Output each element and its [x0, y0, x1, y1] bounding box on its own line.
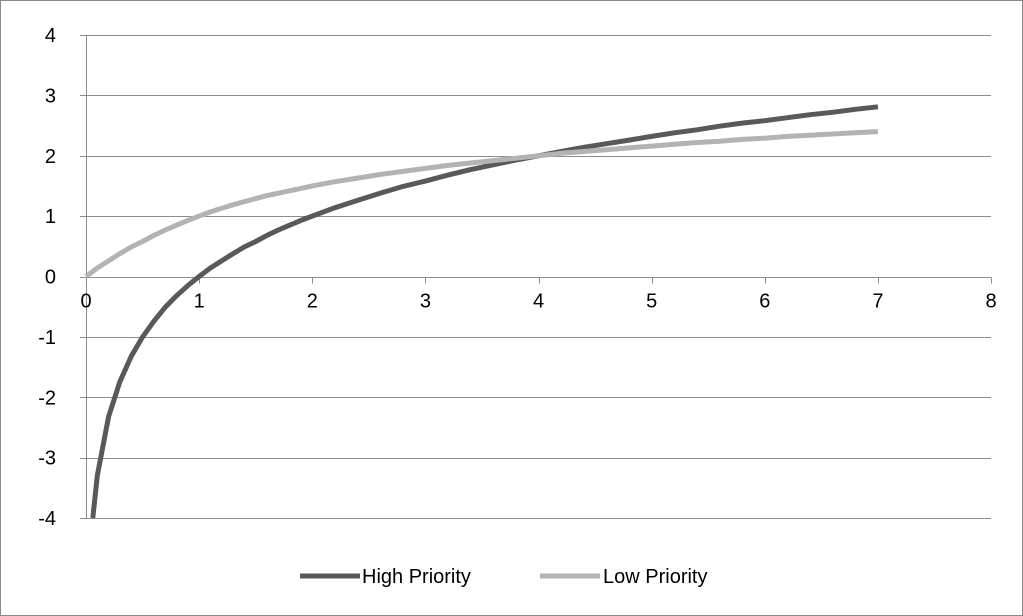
legend-label-high-priority: High Priority: [362, 566, 471, 588]
legend-label-low-priority: Low Priority: [603, 566, 707, 588]
tick-labels: 4 3 2 1 0 -1 -2 -3 -4 0 1 2 3 4 5 6 7 8: [38, 25, 996, 530]
x-tick-label: 4: [533, 291, 544, 313]
series-line-high-priority: [90, 104, 879, 519]
x-tick-label: 3: [420, 291, 431, 313]
y-tick-label: 4: [45, 25, 56, 47]
x-tick-label: 0: [80, 291, 91, 313]
y-tick-label: -2: [38, 387, 56, 409]
y-tick-label: 1: [45, 206, 56, 228]
series-line-low-priority: [84, 129, 879, 279]
x-tick-label: 7: [872, 291, 883, 313]
x-tick-label: 6: [759, 291, 770, 313]
y-tick-label: 2: [45, 146, 56, 168]
y-tick-label: -1: [38, 327, 56, 349]
x-tick-label: 5: [646, 291, 657, 313]
series-lines: [84, 104, 879, 519]
x-tick-label: 1: [194, 291, 205, 313]
legend: High Priority Low Priority: [300, 566, 707, 588]
x-tick-label: 8: [985, 291, 996, 313]
y-tick-label: 0: [45, 267, 56, 289]
gridlines: [86, 35, 991, 519]
y-tick-label: -3: [38, 448, 56, 470]
y-tick-label: -4: [38, 508, 56, 530]
y-tick-label: 3: [45, 85, 56, 107]
x-tick-label: 2: [307, 291, 318, 313]
